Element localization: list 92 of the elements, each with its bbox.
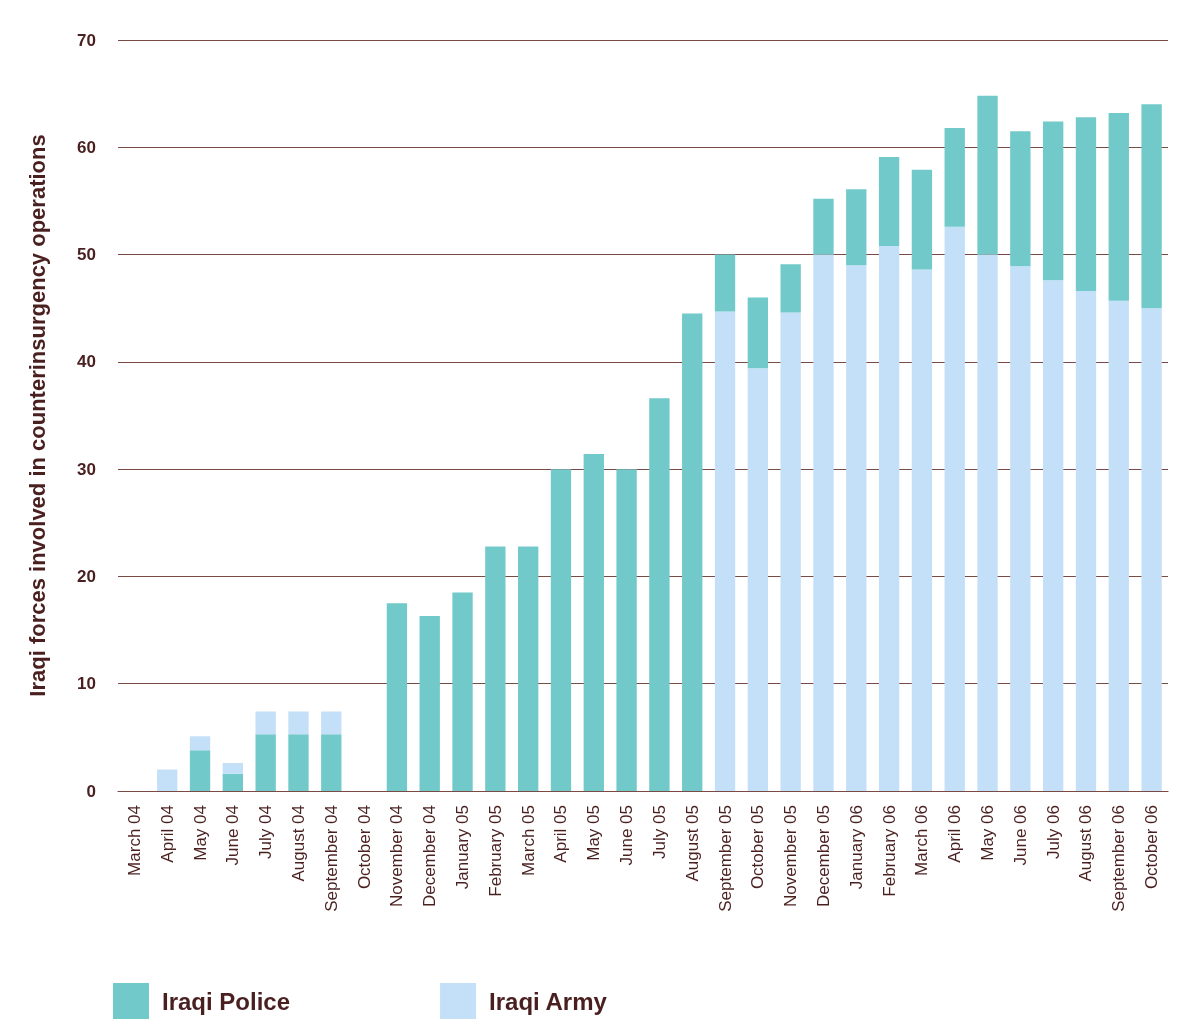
bar [1075, 291, 1097, 791]
bar [1075, 117, 1097, 292]
x-tick-label: August 05 [682, 805, 702, 882]
x-tick-label: February 06 [879, 805, 899, 897]
bar [846, 189, 867, 266]
bar [1108, 112, 1129, 301]
bar [878, 156, 900, 246]
x-tick-label: June 05 [617, 805, 637, 866]
x-tick-label: March 04 [124, 805, 144, 876]
x-tick-label: October 04 [354, 805, 374, 890]
bar [485, 546, 506, 791]
x-tick-label: July 04 [256, 805, 276, 859]
bar [616, 469, 637, 791]
x-tick-label: March 06 [912, 805, 932, 876]
bar [550, 469, 572, 791]
y-tick-label: 0 [86, 781, 96, 801]
x-tick-label: September 05 [715, 805, 735, 912]
bar [157, 769, 178, 791]
bar [386, 603, 408, 791]
bar [1010, 266, 1031, 791]
x-tick-label: August 04 [288, 805, 308, 882]
bar [1042, 121, 1064, 281]
x-tick-label: April 05 [551, 805, 571, 863]
x-tick-label: June 04 [223, 805, 243, 866]
bar [255, 734, 276, 791]
bar [255, 711, 276, 735]
x-tick-label: November 05 [781, 805, 801, 908]
bar [1042, 280, 1064, 791]
x-tick-label: January 05 [453, 805, 473, 890]
x-tick-label: December 05 [813, 805, 833, 908]
bar [1108, 300, 1129, 791]
y-tick-label: 60 [77, 137, 96, 157]
bar [944, 226, 965, 791]
x-tick-label: September 06 [1109, 805, 1129, 912]
x-tick-label: August 06 [1076, 805, 1096, 882]
bar [714, 254, 736, 312]
y-tick-label: 30 [77, 459, 96, 479]
bar [747, 368, 769, 791]
bar [780, 264, 801, 313]
bar [321, 711, 342, 735]
y-tick-label: 10 [77, 674, 96, 694]
x-tick-label: April 04 [157, 805, 177, 863]
y-tick-label: 20 [77, 566, 96, 586]
bar [747, 297, 769, 369]
x-tick-label: February 05 [485, 805, 505, 897]
bar [944, 127, 965, 227]
bar [813, 198, 834, 255]
y-tick-label: 40 [77, 352, 96, 372]
y-tick-label: 70 [77, 30, 96, 50]
bar [222, 763, 244, 774]
bar [846, 265, 867, 791]
bar [419, 616, 440, 791]
y-tick-label: 50 [77, 245, 96, 265]
bar [288, 734, 309, 791]
x-tick-label: October 05 [748, 805, 768, 890]
bar [1141, 104, 1162, 309]
x-tick-label: October 06 [1142, 805, 1162, 890]
bar [813, 254, 834, 791]
x-tick-label: September 04 [321, 805, 341, 912]
bar [682, 313, 703, 791]
bar [517, 546, 539, 791]
legend-label: Iraqi Army [489, 987, 608, 1015]
bar [714, 311, 736, 791]
x-tick-label: May 04 [190, 805, 210, 861]
bar [649, 398, 670, 791]
x-tick-label: December 04 [420, 805, 440, 908]
legend-label: Iraqi Police [162, 987, 291, 1015]
x-tick-label: July 05 [649, 805, 669, 859]
bar [1141, 308, 1162, 791]
bar [222, 773, 244, 791]
bar [977, 95, 998, 255]
bar [1010, 131, 1031, 267]
bar [452, 592, 473, 791]
bar [288, 711, 309, 735]
bar [189, 750, 211, 791]
x-tick-label: January 06 [846, 805, 866, 890]
bar [911, 169, 933, 270]
bar [583, 454, 604, 791]
x-tick-label: November 04 [387, 805, 407, 908]
x-tick-label: April 06 [945, 805, 965, 863]
x-tick-label: July 06 [1043, 805, 1063, 859]
bar [911, 269, 933, 791]
y-axis-title: Iraqi forces involved in counterinsurgency operations [24, 134, 50, 697]
x-tick-label: May 05 [584, 805, 604, 861]
bar [977, 254, 998, 791]
x-tick-label: May 06 [978, 805, 998, 861]
bar [321, 734, 342, 791]
x-tick-label: March 05 [518, 805, 538, 876]
bar [878, 245, 900, 791]
bar [780, 312, 801, 791]
x-tick-label: June 06 [1010, 805, 1030, 866]
bar [189, 736, 211, 751]
